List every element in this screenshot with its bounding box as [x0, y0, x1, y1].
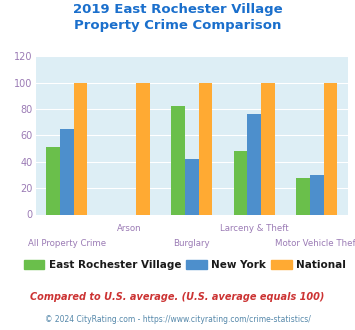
Bar	[247, 114, 261, 214]
Text: Arson: Arson	[117, 224, 142, 233]
Bar	[136, 82, 150, 214]
Bar	[198, 82, 212, 214]
Bar	[60, 129, 73, 214]
Text: Larceny & Theft: Larceny & Theft	[220, 224, 289, 233]
Text: All Property Crime: All Property Crime	[28, 239, 106, 248]
Text: Compared to U.S. average. (U.S. average equals 100): Compared to U.S. average. (U.S. average …	[30, 292, 325, 302]
Bar	[185, 159, 198, 214]
Bar	[261, 82, 275, 214]
Bar	[234, 151, 247, 214]
Text: © 2024 CityRating.com - https://www.cityrating.com/crime-statistics/: © 2024 CityRating.com - https://www.city…	[45, 315, 310, 324]
Bar	[310, 175, 323, 214]
Text: Burglary: Burglary	[173, 239, 210, 248]
Bar	[73, 82, 87, 214]
Bar	[323, 82, 337, 214]
Text: 2019 East Rochester Village
Property Crime Comparison: 2019 East Rochester Village Property Cri…	[73, 3, 282, 32]
Legend: East Rochester Village, New York, National: East Rochester Village, New York, Nation…	[20, 256, 350, 275]
Bar	[171, 106, 185, 214]
Bar	[296, 178, 310, 214]
Text: Motor Vehicle Theft: Motor Vehicle Theft	[275, 239, 355, 248]
Bar	[46, 147, 60, 214]
